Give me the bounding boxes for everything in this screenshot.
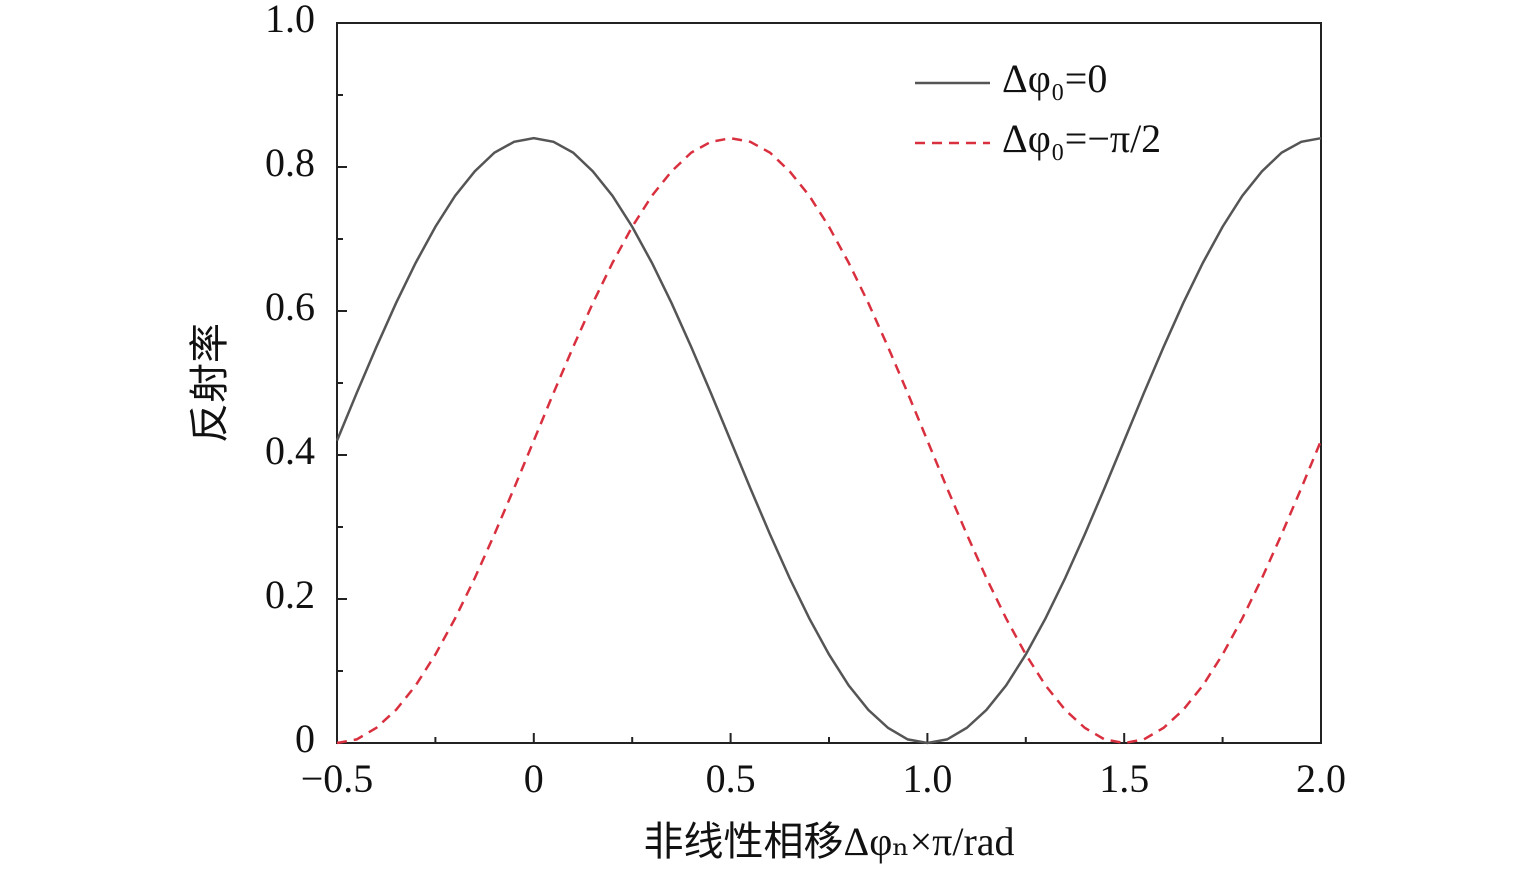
series-line bbox=[335, 136, 1322, 745]
x-tick-label: 1.5 bbox=[1099, 756, 1149, 801]
legend-label: Δφ₀=−π/2 bbox=[1002, 116, 1161, 161]
legend-label: Δφ₀=0 bbox=[1002, 56, 1107, 101]
y-tick-label: 0.4 bbox=[265, 428, 315, 473]
y-tick-label: 0.6 bbox=[265, 284, 315, 329]
series-line bbox=[336, 136, 1323, 745]
x-tick-label: 0 bbox=[524, 756, 544, 801]
plot-frame bbox=[336, 22, 1322, 744]
x-tick-label: 1.0 bbox=[902, 756, 952, 801]
x-tick-label: 2.0 bbox=[1296, 756, 1346, 801]
x-tick-label: 0.5 bbox=[706, 756, 756, 801]
y-axis-label: 反射率 bbox=[187, 323, 232, 443]
x-tick-label: −0.5 bbox=[301, 756, 374, 801]
y-tick-label: 0 bbox=[295, 716, 315, 761]
x-axis-label: 非线性相移Δφₙ×π/rad bbox=[643, 819, 1014, 864]
y-tick-label: 0.8 bbox=[265, 140, 315, 185]
y-tick-label: 0.2 bbox=[265, 572, 315, 617]
y-tick-label: 1.0 bbox=[265, 0, 315, 41]
